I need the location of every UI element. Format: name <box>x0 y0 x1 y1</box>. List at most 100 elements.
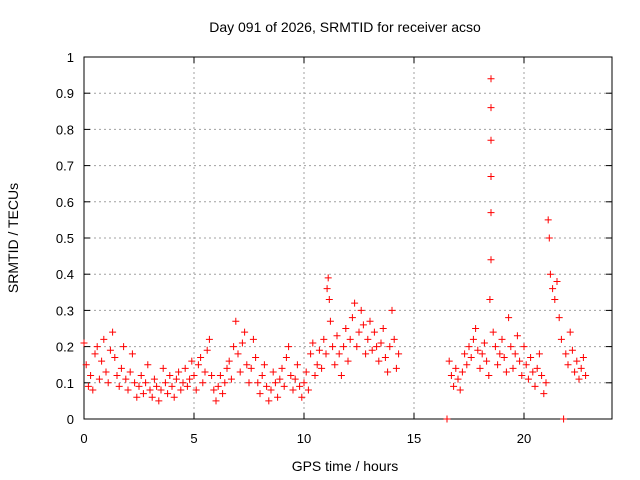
data-point <box>443 415 451 423</box>
grid-lines <box>84 57 612 419</box>
data-point <box>230 343 238 351</box>
data-point <box>315 346 323 354</box>
data-point <box>461 350 469 358</box>
data-point <box>390 335 398 343</box>
data-point <box>555 314 563 322</box>
data-point <box>126 368 134 376</box>
data-point <box>458 368 466 376</box>
data-point <box>533 364 541 372</box>
data-point <box>131 379 139 387</box>
data-point <box>348 314 356 322</box>
data-point <box>93 343 101 351</box>
data-point <box>342 325 350 332</box>
data-point <box>150 375 158 383</box>
data-point <box>511 350 519 358</box>
data-point <box>480 339 488 347</box>
data-point <box>502 368 510 376</box>
plot-frame <box>83 56 613 420</box>
y-tick-label: 0.6 <box>56 195 74 210</box>
data-point <box>91 350 99 358</box>
data-point <box>181 364 189 372</box>
data-point <box>304 386 312 394</box>
data-point <box>456 386 464 394</box>
data-point <box>392 364 400 372</box>
data-point <box>225 357 233 365</box>
data-point <box>377 339 385 347</box>
y-tick-label: 1 <box>67 50 74 65</box>
data-point <box>102 368 110 376</box>
data-point <box>513 332 521 340</box>
data-point <box>545 234 553 242</box>
data-point <box>557 335 565 343</box>
data-point <box>362 350 370 358</box>
data-point <box>120 343 128 351</box>
data-point <box>307 350 315 358</box>
data-point <box>309 339 317 347</box>
data-point <box>260 361 268 369</box>
data-point <box>353 343 361 351</box>
data-point <box>104 379 112 387</box>
data-point <box>340 343 348 351</box>
x-axis-label: GPS time / hours <box>292 458 399 474</box>
data-point <box>258 372 266 380</box>
data-point <box>128 350 136 358</box>
data-point <box>357 306 365 314</box>
data-point <box>194 361 202 369</box>
data-point <box>388 306 396 314</box>
data-point <box>469 335 477 343</box>
data-point <box>84 382 92 390</box>
data-point <box>524 375 532 383</box>
data-point <box>278 364 286 372</box>
data-point <box>577 364 585 372</box>
data-point <box>329 343 337 351</box>
data-point <box>179 379 187 387</box>
data-point <box>568 346 576 354</box>
data-point <box>208 372 216 380</box>
data-point <box>95 375 103 383</box>
chart-title: Day 091 of 2026, SRMTID for receiver acs… <box>209 19 481 35</box>
data-point <box>201 368 209 376</box>
data-point <box>282 353 290 361</box>
data-point <box>80 339 88 347</box>
data-point <box>489 328 497 336</box>
y-tick-label: 0.1 <box>56 376 74 391</box>
data-point <box>115 382 123 390</box>
data-point <box>223 364 231 372</box>
data-point <box>535 350 543 358</box>
data-point <box>122 375 130 383</box>
data-point <box>155 397 163 405</box>
data-point <box>267 386 275 394</box>
data-point <box>447 372 455 380</box>
data-point <box>252 353 260 361</box>
data-point <box>560 415 568 423</box>
data-point <box>379 325 387 332</box>
data-point <box>546 270 554 278</box>
data-point <box>483 357 491 365</box>
data-point <box>549 285 557 293</box>
data-point <box>302 368 310 376</box>
data-point <box>232 317 240 325</box>
data-point <box>159 364 167 372</box>
data-point <box>386 343 394 351</box>
data-point <box>177 386 185 394</box>
x-tick-label: 10 <box>297 431 311 446</box>
data-point <box>516 357 524 365</box>
data-point <box>344 357 352 365</box>
data-point <box>166 372 174 380</box>
data-point <box>472 325 480 332</box>
data-point <box>113 372 121 380</box>
data-point <box>236 368 244 376</box>
data-point <box>172 375 180 383</box>
data-point <box>203 346 211 354</box>
data-point <box>500 353 508 361</box>
data-point <box>241 328 249 336</box>
data-point <box>161 379 169 387</box>
data-point <box>573 357 581 365</box>
data-point <box>351 299 359 307</box>
data-point <box>164 390 172 398</box>
data-point <box>384 368 392 376</box>
data-point <box>214 382 222 390</box>
data-point <box>243 361 251 369</box>
data-point <box>311 372 319 380</box>
